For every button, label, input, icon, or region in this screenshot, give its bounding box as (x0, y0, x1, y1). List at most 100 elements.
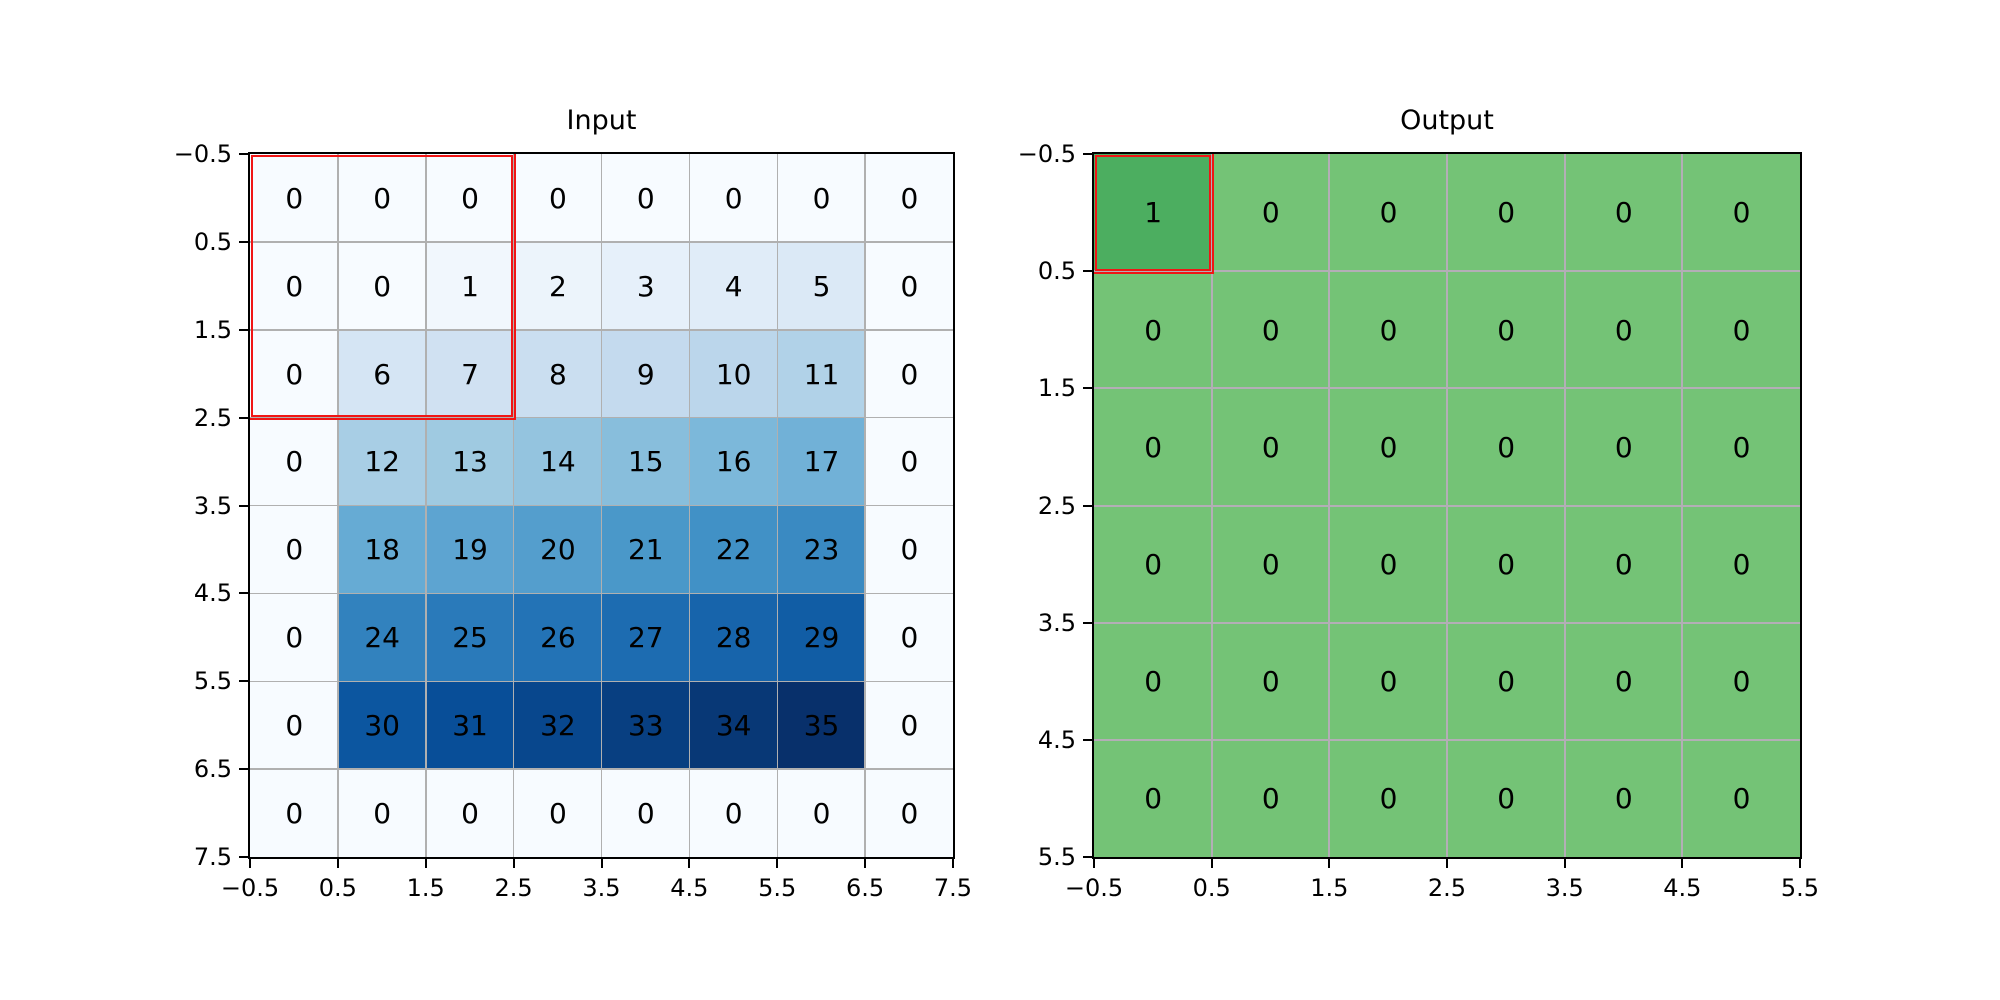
input-grid-cell: 0 (513, 154, 603, 243)
y-tick-label: 3.5 (1037, 608, 1076, 637)
input-grid-cell: 0 (689, 769, 778, 857)
input-grid-cell: 0 (865, 329, 953, 419)
input-grid-cell: 0 (250, 593, 339, 682)
input-grid-cell: 0 (250, 681, 339, 770)
output-grid-cell: 0 (1682, 505, 1800, 624)
input-grid-cell: 0 (865, 241, 953, 331)
output-grid-cell: 0 (1329, 154, 1448, 272)
input-grid-cell: 0 (250, 505, 339, 595)
input-grid-cell: 34 (689, 681, 778, 770)
output-grid-cell: 0 (1682, 154, 1800, 272)
y-tick-label: −0.5 (1017, 140, 1076, 168)
x-tick-label: 3.5 (1545, 874, 1584, 902)
input-grid-cell: 0 (513, 769, 603, 857)
input-grid-cell: 22 (689, 505, 778, 595)
y-tick-mark (239, 416, 248, 419)
input-grid-cell: 0 (250, 241, 339, 331)
x-tick-label: 0.5 (318, 874, 357, 902)
input-grid-cell: 0 (777, 769, 866, 857)
input-grid-cell: 25 (425, 593, 515, 682)
output-grid-cell: 0 (1329, 505, 1448, 624)
input-grid-cell: 2 (513, 241, 603, 331)
horizontal-gridline (250, 768, 953, 770)
output-grid-cell: 0 (1329, 271, 1448, 390)
output-grid-cell: 0 (1211, 388, 1331, 507)
output-grid-cell: 0 (1211, 271, 1331, 390)
y-tick-label: 3.5 (193, 491, 232, 520)
y-tick-label: 1.5 (193, 315, 232, 344)
input-grid-cell: 29 (777, 593, 866, 682)
x-tick-label: 2.5 (494, 874, 533, 902)
output-grid-cell: 0 (1329, 739, 1448, 857)
y-tick-mark (239, 504, 248, 507)
y-tick-label: −0.5 (173, 140, 232, 168)
x-tick-label: 4.5 (1663, 874, 1702, 902)
input-grid-cell: 16 (689, 417, 778, 507)
output-grid-cell: 0 (1447, 622, 1566, 741)
x-tick-mark (1681, 859, 1684, 868)
y-tick-label: 4.5 (1037, 725, 1076, 754)
x-tick-label: 4.5 (670, 874, 709, 902)
output-grid-cell: 0 (1211, 154, 1331, 272)
horizontal-gridline (250, 241, 953, 243)
x-tick-mark (864, 859, 867, 868)
y-tick-label: 6.5 (193, 755, 232, 784)
x-tick-label: 0.5 (1192, 874, 1231, 902)
input-grid-cell: 0 (865, 505, 953, 595)
x-tick-label: 6.5 (846, 874, 885, 902)
input-grid-cell: 4 (689, 241, 778, 331)
input-grid-cell: 11 (777, 329, 866, 419)
input-grid-cell: 6 (337, 329, 427, 419)
output-grid-cell: 0 (1447, 505, 1566, 624)
x-tick-mark (424, 859, 427, 868)
y-tick-mark (1083, 153, 1092, 155)
output-grid-cell: 0 (1211, 505, 1331, 624)
input-grid-cell: 15 (601, 417, 691, 507)
output-grid-cell: 1 (1094, 154, 1213, 272)
output-grid-cell: 0 (1682, 388, 1800, 507)
x-tick-mark (1446, 859, 1448, 868)
input-grid-cell: 0 (337, 769, 427, 857)
x-tick-mark (688, 859, 691, 868)
input-grid-cell: 12 (337, 417, 427, 507)
output-grid-cell: 0 (1211, 739, 1331, 857)
input-grid-cell: 19 (425, 505, 515, 595)
y-tick-label: 5.5 (193, 667, 232, 696)
x-tick-mark (1210, 859, 1213, 868)
output-grid-cell: 0 (1094, 739, 1213, 857)
input-grid-cell: 0 (425, 769, 515, 857)
input-grid-cell: 30 (337, 681, 427, 770)
y-tick-mark (1083, 387, 1092, 390)
horizontal-gridline (250, 329, 953, 331)
input-grid-cell: 0 (865, 769, 953, 857)
output-grid-cell: 0 (1329, 622, 1448, 741)
output-grid-cell: 0 (1564, 388, 1684, 507)
y-tick-label: 4.5 (193, 579, 232, 608)
output-grid-cell: 0 (1564, 154, 1684, 272)
y-tick-label: 2.5 (1037, 491, 1076, 520)
horizontal-gridline (250, 680, 953, 682)
input-panel-title: Input (566, 105, 637, 136)
input-grid-cell: 0 (250, 329, 339, 419)
output-grid-cell: 0 (1447, 388, 1566, 507)
horizontal-gridline (250, 592, 953, 595)
horizontal-gridline (1094, 387, 1800, 390)
input-grid-cell: 28 (689, 593, 778, 682)
y-tick-label: 5.5 (1037, 843, 1076, 871)
input-grid-cell: 31 (425, 681, 515, 770)
output-grid-cell: 0 (1094, 388, 1213, 507)
input-grid-cell: 0 (865, 154, 953, 243)
y-tick-mark (1083, 270, 1092, 273)
input-grid-cell: 21 (601, 505, 691, 595)
output-grid-cell: 0 (1329, 388, 1448, 507)
y-tick-mark (239, 768, 248, 771)
horizontal-gridline (250, 416, 953, 419)
y-tick-mark (239, 240, 248, 243)
input-grid-cell: 3 (601, 241, 691, 331)
input-heatmap-axes: 0 0 0 0 0 0 0 0 0 0 1 2 3 4 5 0 0 6 7 8 9 10 11 0 0 12 13 14 15 16 17 0… (248, 152, 955, 859)
output-grid-cell: 0 (1564, 739, 1684, 857)
y-tick-mark (239, 856, 248, 858)
output-grid-cell: 0 (1094, 505, 1213, 624)
